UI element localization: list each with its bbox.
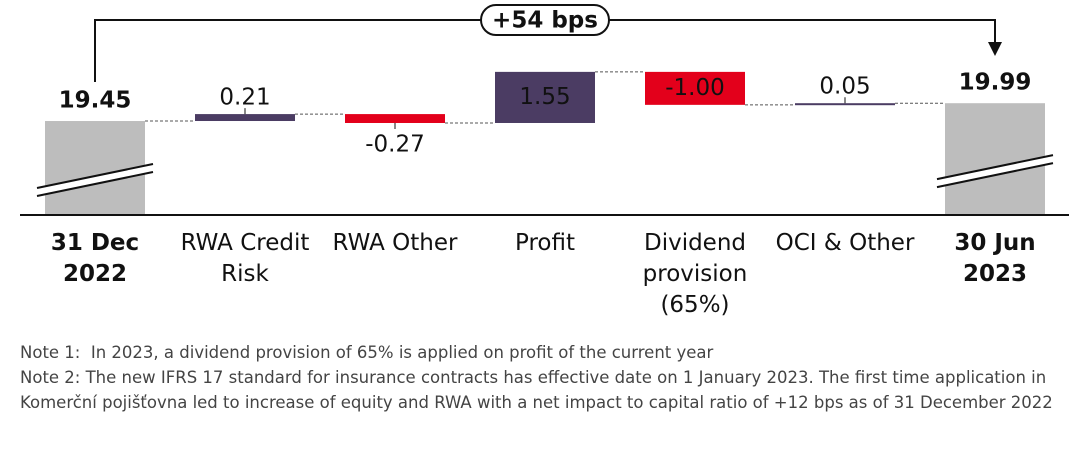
- x-tick-label: Dividend provision (65%): [642, 230, 748, 318]
- x-tick-label: 30 Jun 2023: [954, 230, 1036, 287]
- arrowhead: [988, 42, 1002, 56]
- bar: [45, 121, 145, 215]
- value-label: 1.55: [519, 84, 570, 110]
- bar: [495, 71, 595, 123]
- x-tick-label: RWA Other: [332, 230, 458, 256]
- bar: [345, 114, 445, 123]
- value-label: -1.00: [665, 75, 725, 101]
- axis-break-line: [36, 171, 154, 197]
- bar: [795, 103, 895, 106]
- x-tick-label: Profit: [515, 230, 575, 256]
- annotation: +54 bps: [492, 8, 598, 34]
- bar: [945, 103, 1045, 215]
- bar: [195, 114, 295, 122]
- x-tick-label: OCI & Other: [775, 230, 915, 256]
- value-label: -0.27: [365, 131, 425, 157]
- value-label: 0.21: [219, 85, 270, 111]
- axis-break-line: [36, 163, 154, 189]
- axis-break: [937, 155, 1053, 188]
- axis-break-line: [936, 154, 1054, 181]
- notes: Note 1: In 2023, a dividend provision of…: [20, 340, 1080, 415]
- annotation-box: [480, 4, 610, 36]
- x-tick-label: RWA Credit Risk: [180, 230, 310, 287]
- note: Note 2: The new IFRS 17 standard for ins…: [20, 368, 1053, 412]
- value-label: 19.45: [59, 88, 132, 114]
- value-label: 19.99: [959, 70, 1032, 96]
- axis-break-line: [936, 162, 1054, 189]
- x-tick-label: 31 Dec 2022: [50, 230, 140, 287]
- axis-break: [37, 164, 153, 197]
- value-label: 0.05: [819, 74, 870, 100]
- chart: 19.45 0.21 -0.27 1.55 -1.00 0.05 19.99 +54 bps: [20, 4, 1069, 216]
- bar: [645, 71, 745, 105]
- note: Note 1: In 2023, a dividend provision of…: [20, 343, 714, 362]
